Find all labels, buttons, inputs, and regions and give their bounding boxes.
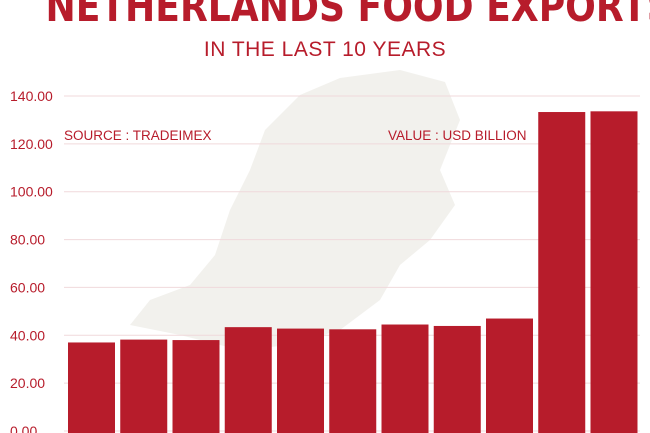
y-tick-label: 0.00 (10, 423, 37, 433)
bar (68, 342, 115, 433)
netherlands-map-watermark (130, 70, 460, 350)
y-tick-label: 80.00 (10, 232, 45, 248)
y-tick-label: 40.00 (10, 327, 45, 343)
bar (277, 328, 324, 433)
bar (538, 112, 586, 433)
bar (433, 325, 481, 433)
page-subtitle: IN THE LAST 10 YEARS (203, 38, 447, 61)
bar (224, 327, 272, 433)
bar (329, 329, 377, 433)
bar (590, 111, 638, 433)
page-title: NETHERLANDS FOOD EXPORTS (45, 0, 650, 31)
y-tick-label: 60.00 (10, 279, 45, 295)
bars (68, 111, 638, 433)
y-tick-label: 100.00 (10, 184, 53, 200)
y-tick-label: 120.00 (10, 136, 53, 152)
y-tick-label: 20.00 (10, 375, 45, 391)
bar (381, 324, 429, 433)
source-annotation: SOURCE : TRADEIMEX (64, 128, 212, 143)
bar (172, 340, 220, 433)
bar (120, 339, 168, 433)
map-shape (130, 70, 460, 350)
y-tick-label: 140.00 (10, 88, 53, 104)
y-axis-ticks: 0.00 20.00 40.00 60.00 80.00 100.00 120.00 140.… (10, 88, 53, 433)
bar (486, 318, 533, 433)
unit-annotation: VALUE : USD BILLION (388, 128, 527, 143)
